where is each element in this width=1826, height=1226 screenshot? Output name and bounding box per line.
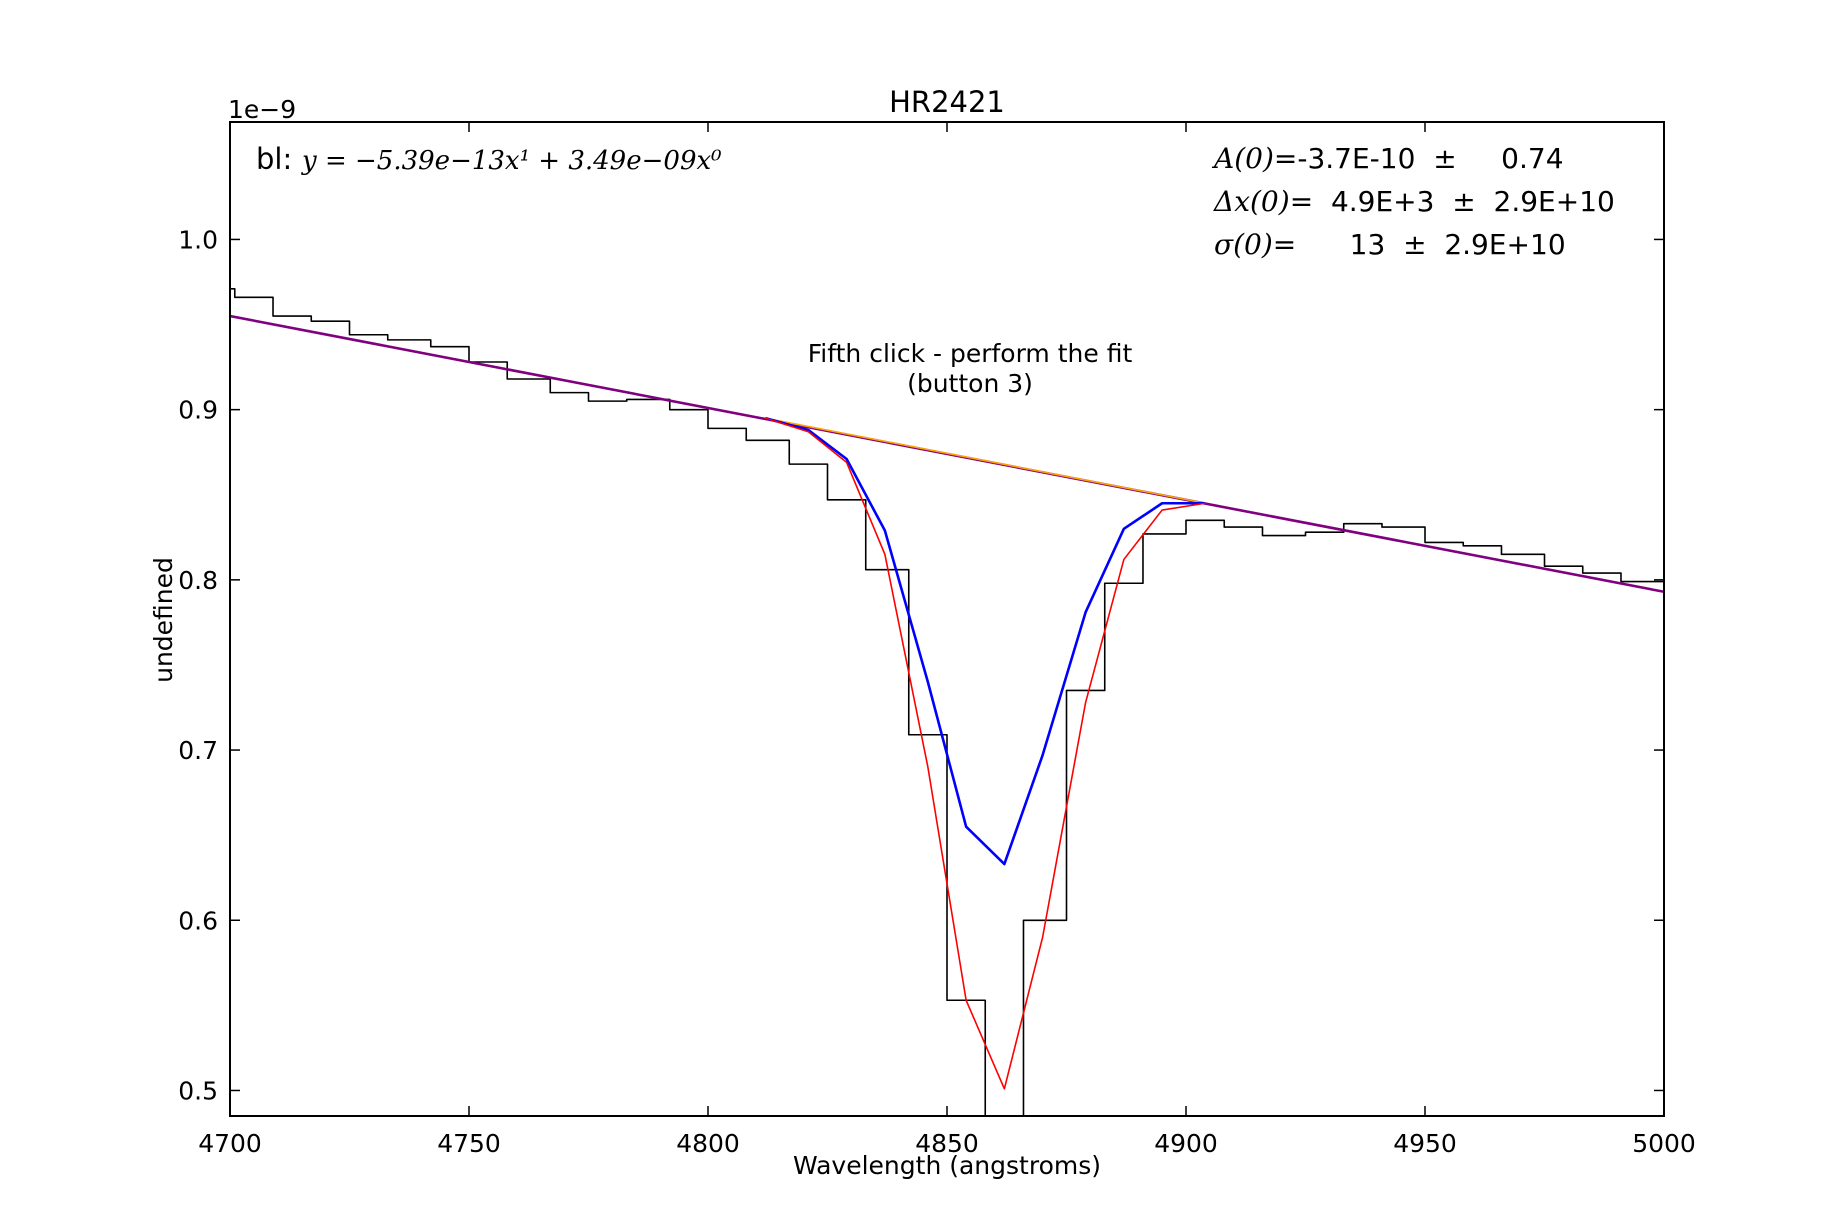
baseline-formula: y = −5.39e−13x¹ + 3.49e−09x⁰ xyxy=(301,146,722,176)
chart-title: HR2421 xyxy=(889,85,1005,119)
x-tick-label: 4800 xyxy=(676,1129,740,1158)
param-line-sigma: σ(0)= 13 ± 2.9E+10 xyxy=(1214,228,1566,261)
instruction-line-1: Fifth click - perform the fit xyxy=(808,339,1133,368)
param-line-a: A(0)=-3.7E-10 ± 0.74 xyxy=(1211,142,1564,175)
y-tick-label: 0.5 xyxy=(178,1076,218,1105)
x-tick-label: 4950 xyxy=(1393,1129,1457,1158)
series-fit xyxy=(765,417,1206,1090)
param-line-dx: Δx(0)= 4.9E+3 ± 2.9E+10 xyxy=(1213,185,1615,218)
y-tick-label: 1.0 xyxy=(178,225,218,254)
param-a-value: =-3.7E-10 ± 0.74 xyxy=(1274,142,1564,175)
series-layer xyxy=(230,288,1664,1116)
series-continuum xyxy=(765,417,1206,505)
param-sigma-value: = 13 ± 2.9E+10 xyxy=(1273,228,1566,261)
series-model xyxy=(765,416,1206,866)
y-axis-label: undefined xyxy=(149,557,178,683)
y-tick-label: 0.8 xyxy=(178,566,218,595)
x-tick-label: 4900 xyxy=(1154,1129,1218,1158)
y-tick-label: 0.6 xyxy=(178,906,218,935)
x-tick-label: 4850 xyxy=(915,1129,979,1158)
x-tick-label: 4750 xyxy=(437,1129,501,1158)
param-a-label: A(0) xyxy=(1211,142,1274,175)
param-dx-label: Δx(0) xyxy=(1213,185,1290,218)
x-tick-label: 5000 xyxy=(1632,1129,1696,1158)
x-tick-label: 4700 xyxy=(198,1129,262,1158)
series-data xyxy=(230,288,1664,1116)
x-axis-label: Wavelength (angstroms) xyxy=(793,1151,1101,1180)
y-tick-label: 0.9 xyxy=(178,396,218,425)
instruction-line-2: (button 3) xyxy=(907,369,1033,398)
instruction-text: Fifth click - perform the fit (button 3) xyxy=(808,339,1133,398)
y-offset-label: 1e−9 xyxy=(228,95,296,124)
y-tick-label: 0.7 xyxy=(178,736,218,765)
plot-frame xyxy=(229,121,1665,1117)
baseline-prefix: bl: xyxy=(256,142,292,176)
tick-layer: 4700 4750 4800 4850 4900 4950 5000 0.5 0.6 0.7 0.8… xyxy=(178,122,1696,1158)
param-dx-value: = 4.9E+3 ± 2.9E+10 xyxy=(1290,185,1615,218)
param-sigma-label: σ(0) xyxy=(1214,228,1273,261)
baseline-annotation: bl: y = −5.39e−13x¹ + 3.49e−09x⁰ xyxy=(256,142,722,176)
fit-parameters: A(0)=-3.7E-10 ± 0.74 Δx(0)= 4.9E+3 ± 2.9… xyxy=(1211,142,1615,261)
